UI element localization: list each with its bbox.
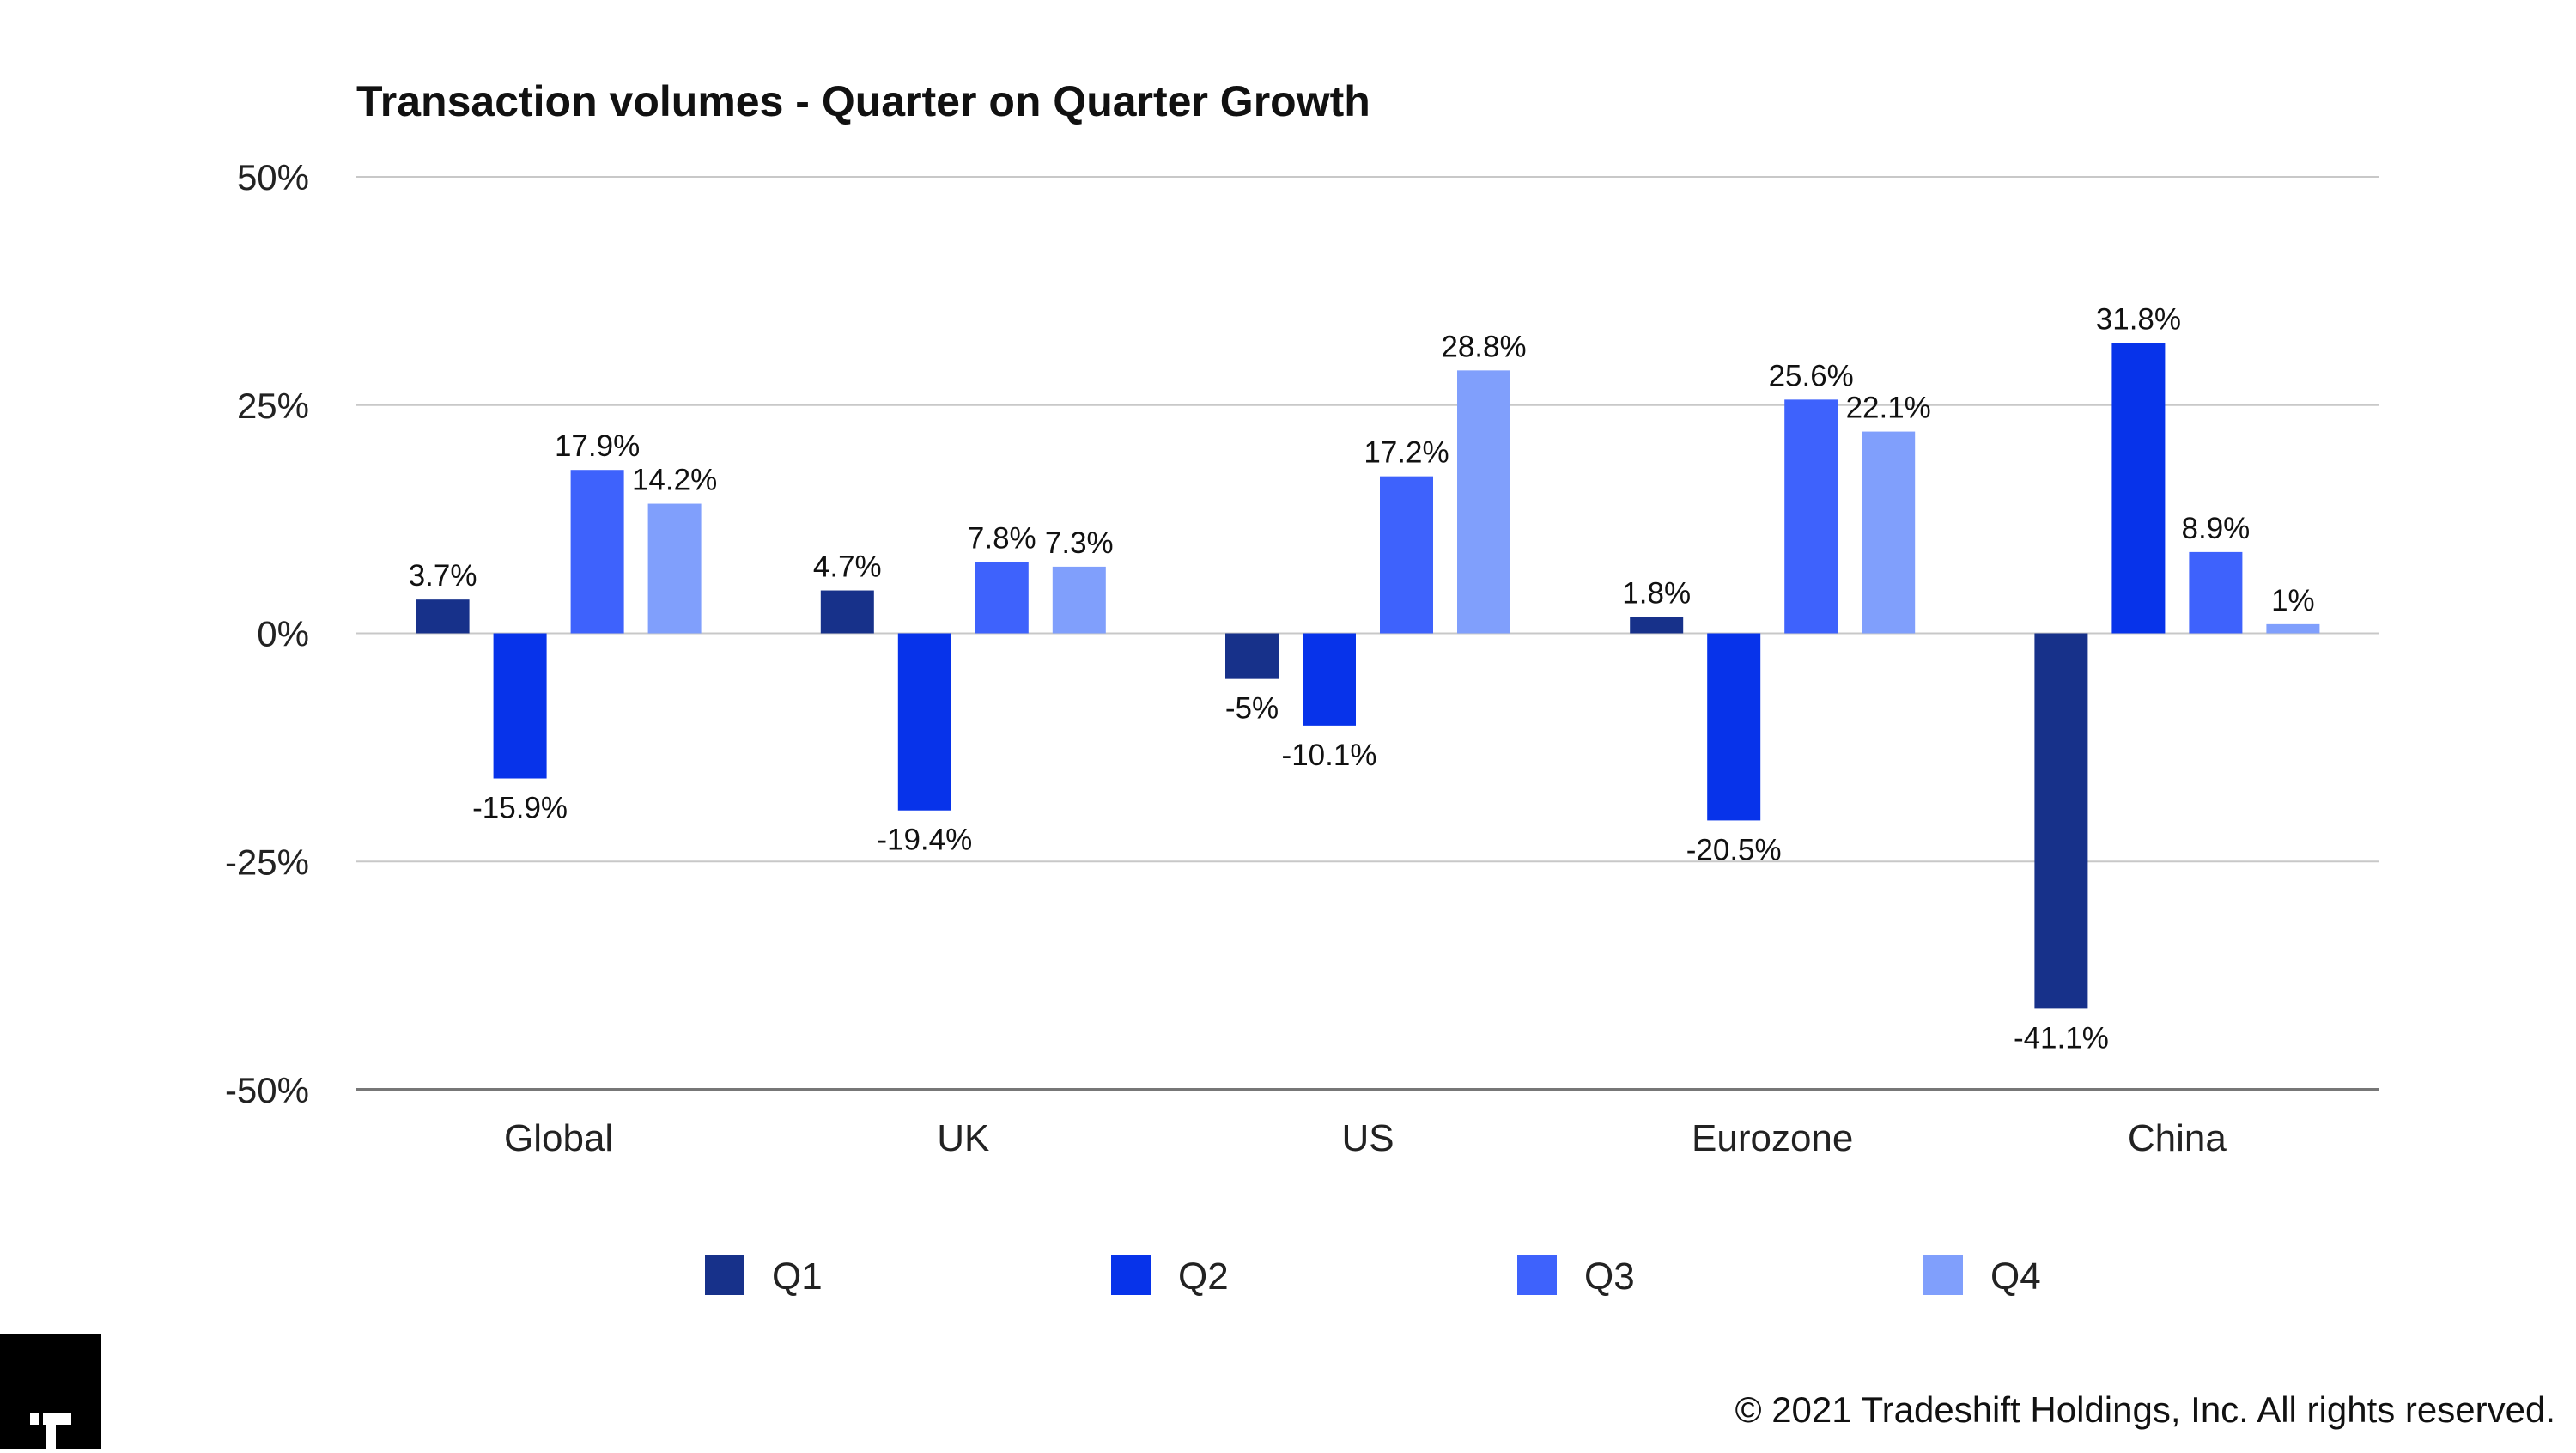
data-label: -5% [1225, 692, 1279, 726]
tradeshift-logo [0, 1334, 101, 1453]
x-category-label: Eurozone [1692, 1117, 1853, 1159]
x-category-label: UK [937, 1117, 989, 1159]
bar-q4 [647, 503, 702, 634]
bar-q3 [1784, 399, 1838, 634]
y-tick-label: 50% [237, 157, 309, 198]
chart-title: Transaction volumes - Quarter on Quarter… [356, 77, 1370, 125]
bar-q4 [1862, 431, 1916, 634]
y-tick-label: 25% [237, 386, 309, 426]
copyright-footer: © 2021 Tradeshift Holdings, Inc. All rig… [1735, 1389, 2555, 1430]
bar-q1 [820, 590, 874, 634]
y-tick-label: -50% [225, 1070, 309, 1110]
data-label: -15.9% [472, 792, 568, 825]
data-label: 31.8% [2096, 302, 2181, 336]
x-category-label: Global [504, 1117, 613, 1159]
data-label: 25.6% [1769, 359, 1854, 392]
bar-q3 [2189, 551, 2243, 634]
data-label: 1.8% [1622, 576, 1691, 610]
bar-q1 [416, 599, 470, 634]
bar-q2 [1707, 633, 1761, 821]
data-label: 28.8% [1441, 330, 1526, 363]
x-category-label: US [1341, 1117, 1394, 1159]
bar-q4 [1052, 566, 1106, 634]
legend-swatch [705, 1255, 744, 1295]
data-label: 17.2% [1364, 436, 1449, 470]
bar-q4 [2266, 623, 2320, 634]
data-label: 14.2% [632, 464, 717, 497]
bar-q1 [1225, 633, 1279, 679]
data-label: 1% [2271, 584, 2315, 617]
bar-q3 [1380, 476, 1433, 634]
bar-q2 [897, 633, 951, 811]
data-label: 4.7% [813, 550, 882, 584]
bar-q1 [2034, 633, 2088, 1009]
legend-label: Q3 [1584, 1255, 1635, 1298]
data-label: -41.1% [2014, 1021, 2109, 1055]
legend-label: Q1 [772, 1255, 823, 1298]
y-tick-label: 0% [257, 614, 309, 654]
bar-q2 [2111, 343, 2166, 634]
data-label: 22.1% [1846, 392, 1931, 425]
data-label: -19.4% [877, 824, 972, 857]
data-label: 8.9% [2182, 512, 2251, 545]
bar-q3 [975, 562, 1029, 634]
legend-swatch [1923, 1255, 1963, 1295]
bar-q4 [1457, 370, 1510, 634]
data-label: 3.7% [409, 559, 477, 593]
legend-swatch [1517, 1255, 1557, 1295]
bar-q2 [1303, 633, 1356, 726]
data-label: 7.3% [1045, 526, 1114, 560]
bar-q3 [570, 470, 624, 634]
data-label: 7.8% [968, 522, 1036, 556]
bar-q1 [1630, 617, 1684, 634]
legend-swatch [1111, 1255, 1151, 1295]
x-category-label: China [2128, 1117, 2227, 1159]
data-label: -10.1% [1282, 739, 1377, 772]
legend-label: Q4 [1990, 1255, 2041, 1298]
data-label: 17.9% [555, 429, 640, 463]
logo-t-icon [30, 1413, 71, 1453]
data-label: -20.5% [1686, 833, 1782, 866]
y-tick-label: -25% [225, 842, 309, 882]
bar-q2 [493, 633, 547, 779]
legend-label: Q2 [1178, 1255, 1229, 1298]
